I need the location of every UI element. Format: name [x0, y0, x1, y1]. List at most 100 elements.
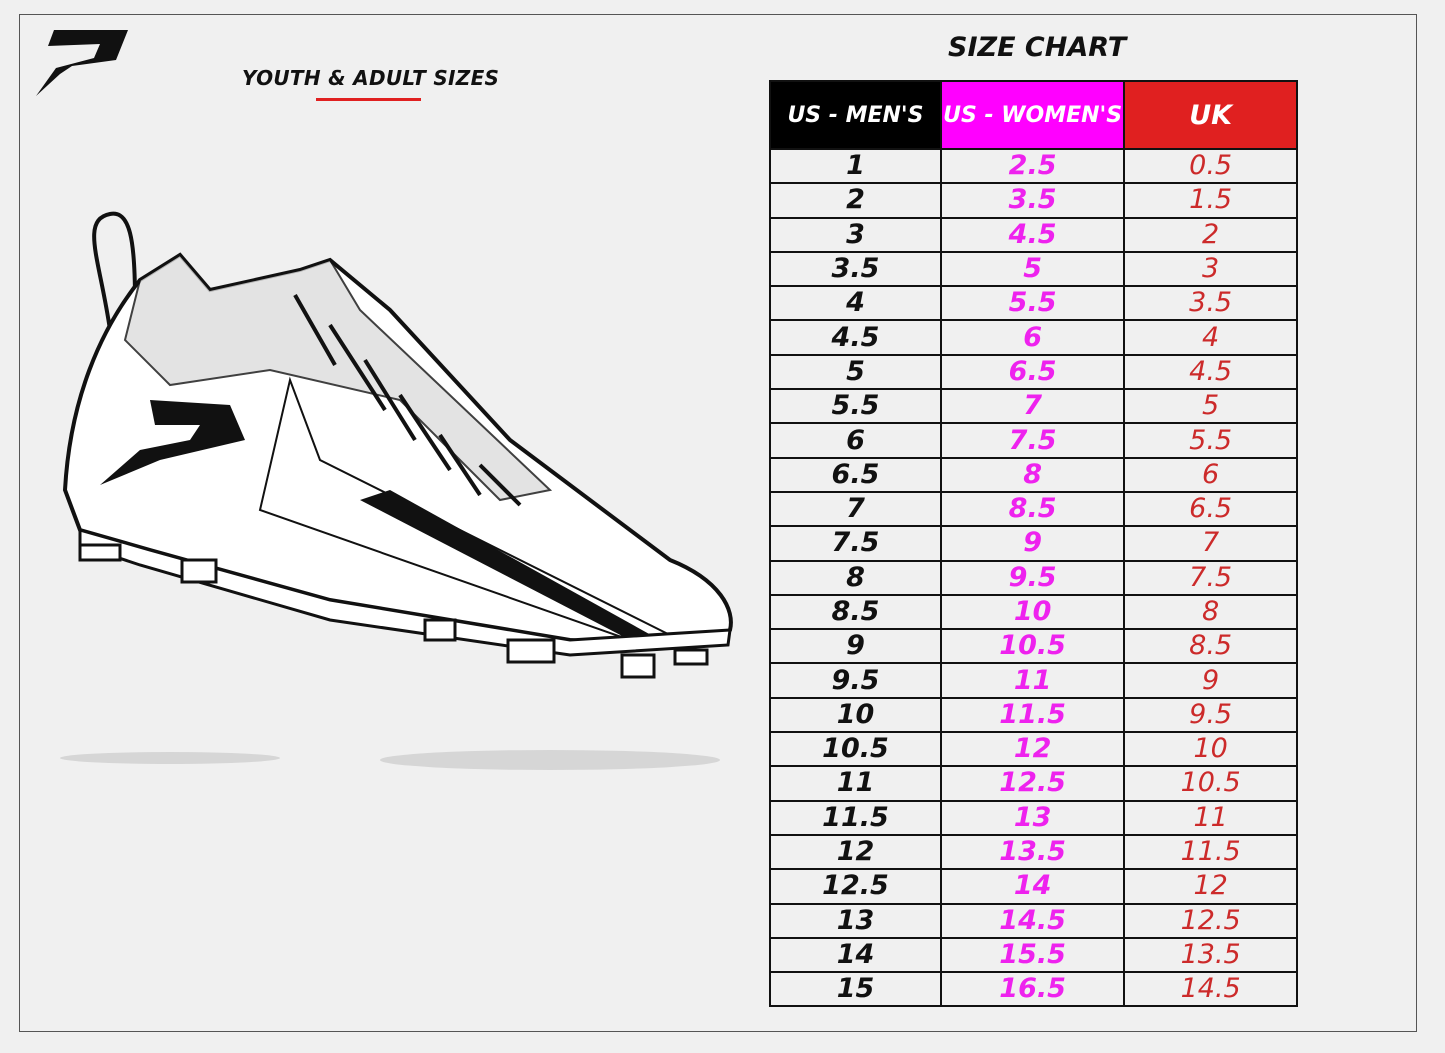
table-row: 9.5 11 9 — [769, 662, 1298, 699]
cell-uk: 9.5 — [1123, 696, 1298, 734]
cell-us-mens: 12 — [769, 833, 942, 871]
cell-uk: 14.5 — [1123, 971, 1298, 1008]
table-row: 1 2.5 0.5 — [769, 147, 1298, 185]
cell-us-womens: 6.5 — [939, 353, 1126, 391]
size-chart-title: SIZE CHART — [948, 32, 1127, 63]
cell-uk: 8 — [1123, 593, 1298, 631]
cell-us-mens: 4.5 — [769, 319, 942, 356]
subtitle-underline — [316, 98, 421, 101]
table-row: 8 9.5 7.5 — [769, 559, 1298, 596]
cell-us-womens: 4.5 — [939, 216, 1126, 253]
cleat-illustration — [60, 211, 733, 770]
cell-us-womens: 13 — [939, 799, 1126, 836]
cell-us-womens: 11.5 — [939, 696, 1126, 734]
table-row: 11 12.5 10.5 — [769, 765, 1298, 802]
cell-us-womens: 8.5 — [939, 490, 1126, 528]
cell-uk: 0.5 — [1123, 147, 1298, 185]
table-row: 12.5 14 12 — [769, 868, 1298, 905]
subtitle: YOUTH & ADULT SIZES — [242, 66, 500, 90]
cell-us-mens: 14 — [769, 936, 942, 974]
cell-us-mens: 3.5 — [769, 250, 942, 288]
cell-us-mens: 3 — [769, 216, 942, 253]
cell-uk: 13.5 — [1123, 936, 1298, 974]
p-logo-icon — [36, 30, 128, 96]
cell-us-mens: 7.5 — [769, 525, 942, 562]
cell-uk: 3.5 — [1123, 285, 1298, 322]
cell-us-womens: 10 — [939, 593, 1126, 631]
cell-us-womens: 7.5 — [939, 422, 1126, 459]
cell-us-womens: 8 — [939, 456, 1126, 493]
table-row: 15 16.5 14.5 — [769, 971, 1298, 1008]
table-row: 13 14.5 12.5 — [769, 902, 1298, 939]
cell-uk: 11 — [1123, 799, 1298, 836]
cell-us-mens: 11.5 — [769, 799, 942, 836]
cell-us-womens: 2.5 — [939, 147, 1126, 185]
cell-us-mens: 9 — [769, 628, 942, 665]
table-body: 1 2.5 0.5 2 3.5 1.5 3 4.5 2 3.5 5 3 4 5.5 3.5 4.5 6 4 5 6.5… — [769, 147, 1298, 1008]
cell-us-mens: 7 — [769, 490, 942, 528]
cell-us-mens: 6 — [769, 422, 942, 459]
table-row: 8.5 10 8 — [769, 593, 1298, 631]
cell-us-womens: 12 — [939, 731, 1126, 768]
table-row: 3.5 5 3 — [769, 250, 1298, 288]
cell-uk: 12.5 — [1123, 902, 1298, 939]
cell-uk: 7.5 — [1123, 559, 1298, 596]
table-row: 11.5 13 11 — [769, 799, 1298, 836]
table-row: 10 11.5 9.5 — [769, 696, 1298, 734]
cell-us-mens: 5.5 — [769, 388, 942, 425]
cell-us-mens: 6.5 — [769, 456, 942, 493]
size-chart-table: US - MEN'S US - WOMEN'S UK 1 2.5 0.5 2 3.5 1.… — [769, 80, 1298, 1008]
cell-uk: 9 — [1123, 662, 1298, 699]
cell-uk: 3 — [1123, 250, 1298, 288]
cell-us-mens: 9.5 — [769, 662, 942, 699]
table-row: 7.5 9 7 — [769, 525, 1298, 562]
table-row: 4.5 6 4 — [769, 319, 1298, 356]
cell-uk: 8.5 — [1123, 628, 1298, 665]
cell-uk: 12 — [1123, 868, 1298, 905]
cell-uk: 6.5 — [1123, 490, 1298, 528]
table-row: 6 7.5 5.5 — [769, 422, 1298, 459]
cell-us-mens: 8.5 — [769, 593, 942, 631]
table-row: 5.5 7 5 — [769, 388, 1298, 425]
cell-uk: 4.5 — [1123, 353, 1298, 391]
cell-us-womens: 3.5 — [939, 182, 1126, 219]
table-row: 6.5 8 6 — [769, 456, 1298, 493]
cell-us-mens: 11 — [769, 765, 942, 802]
cell-uk: 5 — [1123, 388, 1298, 425]
column-header-us-mens: US - MEN'S — [769, 80, 942, 150]
cell-us-womens: 13.5 — [939, 833, 1126, 871]
table-row: 12 13.5 11.5 — [769, 833, 1298, 871]
table-row: 7 8.5 6.5 — [769, 490, 1298, 528]
cell-us-mens: 1 — [769, 147, 942, 185]
table-row: 9 10.5 8.5 — [769, 628, 1298, 665]
cell-us-womens: 6 — [939, 319, 1126, 356]
table-row: 14 15.5 13.5 — [769, 936, 1298, 974]
column-header-us-womens: US - WOMEN'S — [939, 80, 1126, 150]
page-frame — [19, 14, 1417, 1032]
table-header-row: US - MEN'S US - WOMEN'S UK — [769, 80, 1298, 150]
cell-us-mens: 15 — [769, 971, 942, 1008]
cell-us-womens: 15.5 — [939, 936, 1126, 974]
cell-us-mens: 4 — [769, 285, 942, 322]
cell-uk: 10 — [1123, 731, 1298, 768]
cell-us-womens: 7 — [939, 388, 1126, 425]
column-header-uk: UK — [1123, 80, 1298, 150]
cell-us-womens: 5 — [939, 250, 1126, 288]
table-row: 2 3.5 1.5 — [769, 182, 1298, 219]
cell-uk: 4 — [1123, 319, 1298, 356]
cell-us-womens: 11 — [939, 662, 1126, 699]
cell-us-mens: 10.5 — [769, 731, 942, 768]
cell-us-womens: 12.5 — [939, 765, 1126, 802]
cell-uk: 2 — [1123, 216, 1298, 253]
cell-us-womens: 9 — [939, 525, 1126, 562]
cell-us-womens: 14.5 — [939, 902, 1126, 939]
cell-us-womens: 9.5 — [939, 559, 1126, 596]
cell-uk: 10.5 — [1123, 765, 1298, 802]
table-row: 5 6.5 4.5 — [769, 353, 1298, 391]
table-row: 4 5.5 3.5 — [769, 285, 1298, 322]
cell-us-womens: 16.5 — [939, 971, 1126, 1008]
table-row: 10.5 12 10 — [769, 731, 1298, 768]
cell-uk: 11.5 — [1123, 833, 1298, 871]
table-row: 3 4.5 2 — [769, 216, 1298, 253]
cell-us-mens: 13 — [769, 902, 942, 939]
